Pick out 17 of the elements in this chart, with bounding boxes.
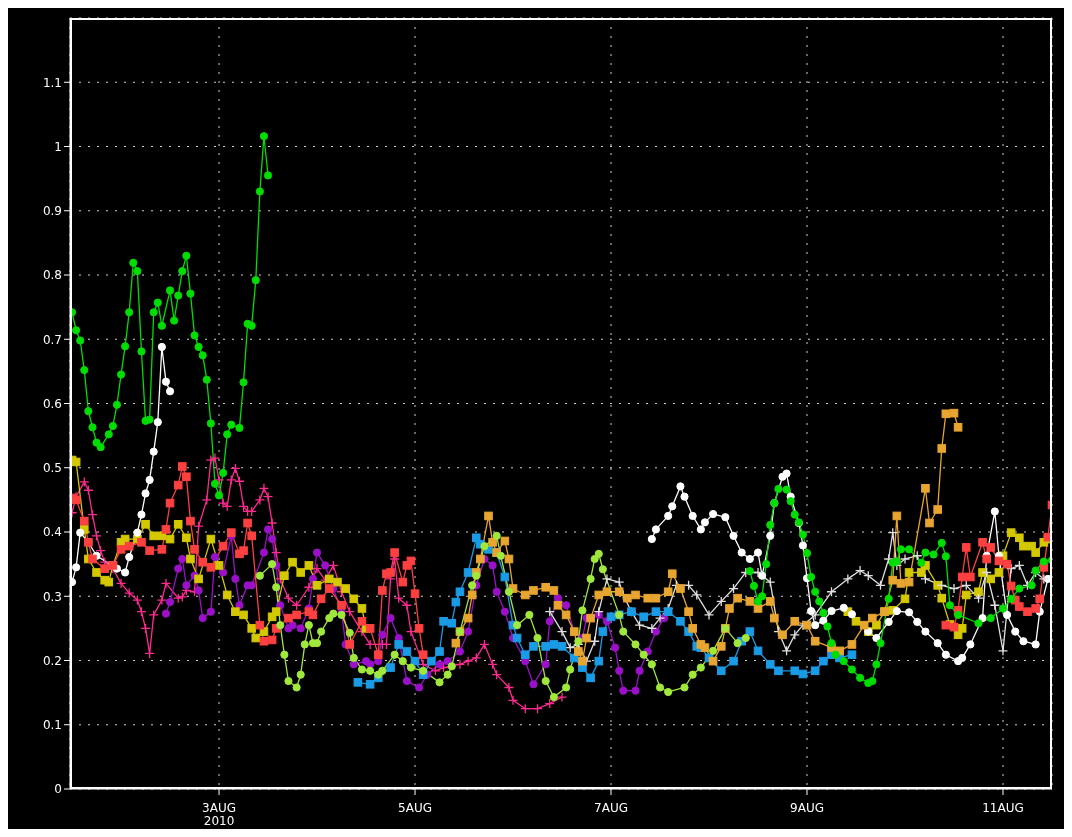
y-tick-label: 0.7 [42,332,62,347]
x-tick-label: 3AUG 2010 [202,801,236,828]
y-tick-label: 1 [54,139,62,154]
y-tick-label: 0.5 [42,461,62,476]
y-tick-label: 0.2 [42,653,62,668]
y-tick-label: 0 [54,782,62,797]
y-tick-label: 0.8 [42,268,62,283]
y-tick-label: 1.1 [42,75,62,90]
y-tick-label: 0.3 [42,589,62,604]
y-tick-label: 0.4 [42,525,62,540]
y-tick-label: 0.1 [42,718,62,733]
x-tick-label: 5AUG [398,801,432,815]
y-tick-label: 0.9 [42,204,62,219]
y-tick-label: 0.6 [42,396,62,411]
x-tick-label: 11AUG [982,801,1024,815]
x-tick-label: 9AUG [790,801,824,815]
x-tick-label: 7AUG [594,801,628,815]
